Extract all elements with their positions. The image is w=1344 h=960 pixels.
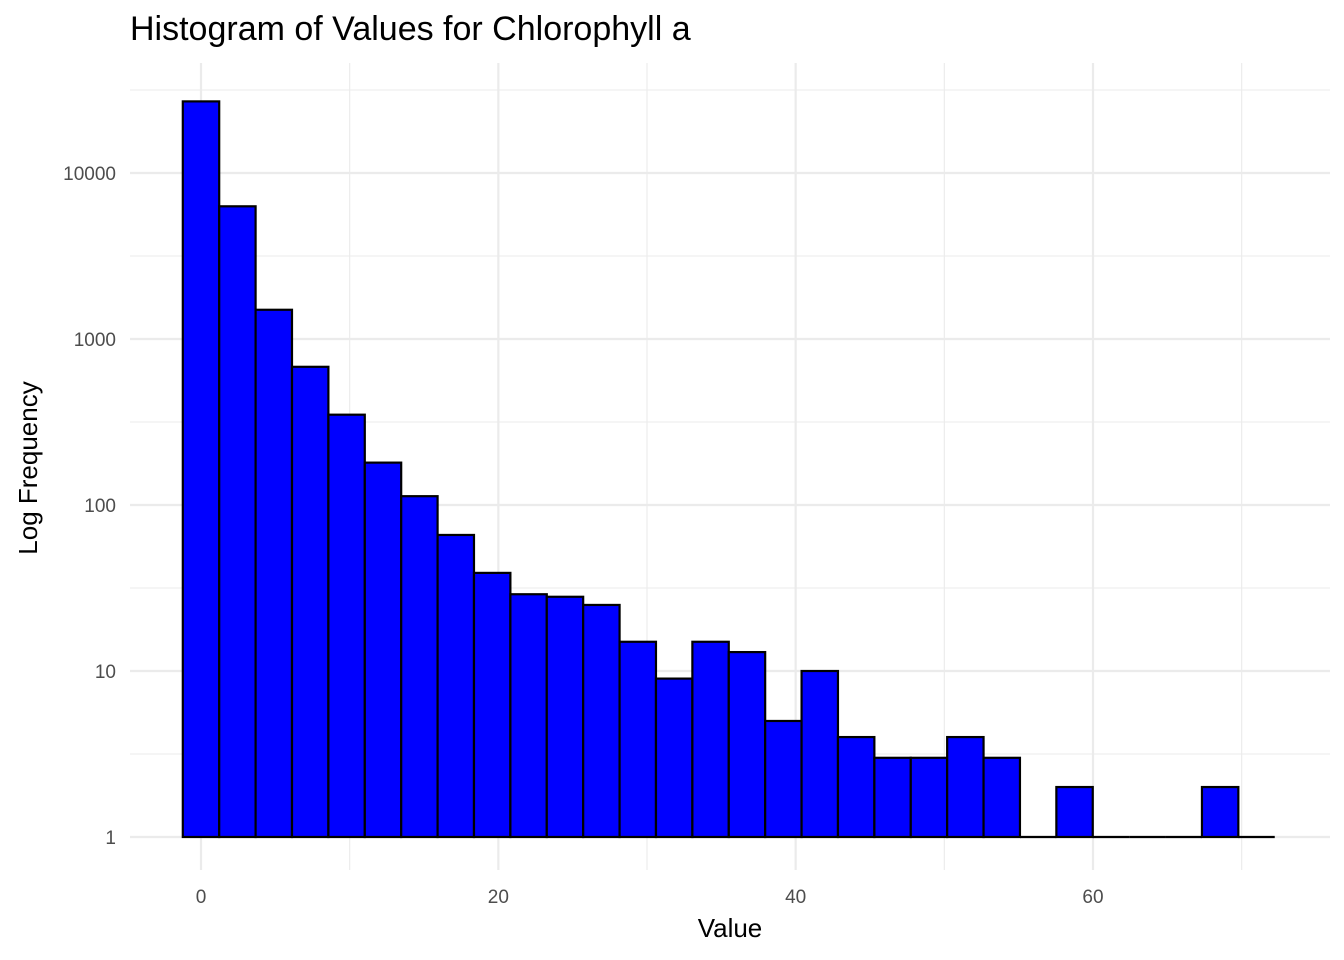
y-tick-label: 1 (105, 828, 116, 849)
histogram-bar (764, 719, 803, 839)
histogram-bar (472, 571, 512, 839)
histogram-bar (873, 756, 912, 839)
histogram-bar (181, 100, 221, 839)
histogram-bar (509, 593, 548, 839)
histogram-bar (982, 756, 1022, 839)
histogram-bar (400, 495, 439, 839)
histogram-bar (727, 650, 767, 839)
histogram-bar (363, 461, 403, 839)
y-tick-label: 10 (95, 662, 116, 683)
x-tick-label: 0 (196, 887, 207, 908)
histogram-bar (218, 205, 257, 839)
x-tick-label: 40 (785, 887, 806, 908)
y-tick-label: 100 (84, 496, 116, 517)
histogram-bar (946, 735, 985, 839)
histogram-bar (654, 677, 694, 839)
ticks-layer: 0 20 40 60 1 10 100 1000 10000 (63, 164, 1103, 908)
histogram-bar (618, 640, 658, 839)
x-tick-label: 60 (1082, 887, 1103, 908)
bars-layer (181, 100, 1275, 839)
y-axis-title: Log Frequency (13, 381, 43, 554)
histogram-bar (1200, 785, 1240, 839)
histogram-bar (327, 413, 366, 839)
histogram-bar (545, 595, 585, 839)
histogram-bar (290, 365, 330, 839)
chart-title: Histogram of Values for Chlorophyll a (130, 10, 691, 48)
histogram-bar (909, 756, 949, 839)
histogram-bar (582, 603, 621, 839)
histogram-bar (691, 640, 730, 839)
histogram-bar (800, 669, 840, 839)
y-tick-label: 1000 (74, 330, 116, 351)
histogram-bar (254, 308, 294, 839)
histogram-bar (836, 735, 876, 839)
y-tick-label: 10000 (63, 164, 116, 185)
histogram-bar (1055, 785, 1094, 839)
x-tick-label: 20 (488, 887, 509, 908)
histogram-bar (436, 533, 476, 839)
x-axis-title: Value (698, 913, 763, 943)
